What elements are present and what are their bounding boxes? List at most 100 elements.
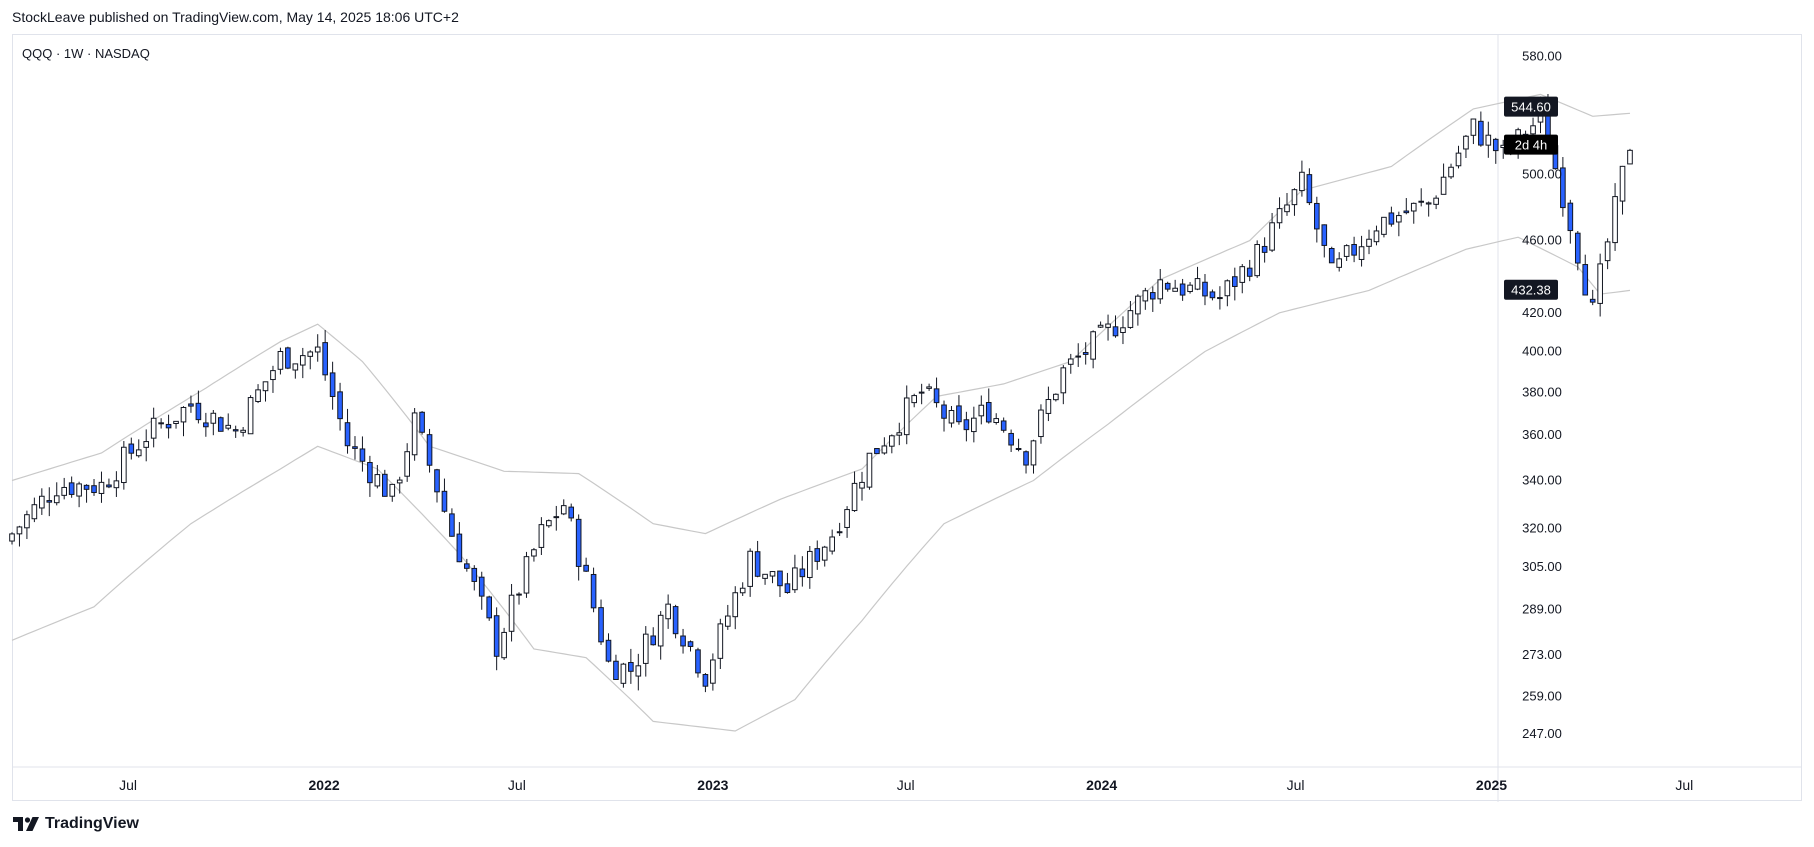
candle[interactable] <box>16 525 23 547</box>
candle[interactable] <box>1299 160 1305 197</box>
candle[interactable] <box>829 529 835 555</box>
candle[interactable] <box>1090 330 1096 369</box>
candle[interactable] <box>128 437 135 460</box>
candle[interactable] <box>1217 286 1223 310</box>
candle[interactable] <box>874 448 880 455</box>
candle[interactable] <box>1276 197 1283 229</box>
candle[interactable] <box>1291 188 1298 216</box>
candle[interactable] <box>344 408 351 454</box>
candle[interactable] <box>1008 429 1014 453</box>
candle[interactable] <box>478 571 485 610</box>
candle[interactable] <box>1045 386 1052 422</box>
candle[interactable] <box>1448 163 1454 179</box>
candle[interactable] <box>1284 193 1290 216</box>
candle[interactable] <box>933 377 940 408</box>
candle[interactable] <box>374 464 381 489</box>
candle[interactable] <box>1627 148 1633 165</box>
candle[interactable] <box>225 413 232 431</box>
candle[interactable] <box>195 390 202 424</box>
candle[interactable] <box>1403 198 1410 215</box>
tradingview-logo[interactable]: TradingView <box>13 815 139 833</box>
candle[interactable] <box>411 408 418 461</box>
candle[interactable] <box>948 406 955 428</box>
candle[interactable] <box>784 572 791 594</box>
candle[interactable] <box>404 443 410 482</box>
candle[interactable] <box>299 347 306 379</box>
candle[interactable] <box>486 595 493 621</box>
candle[interactable] <box>814 540 821 570</box>
candle[interactable] <box>91 479 97 496</box>
candle[interactable] <box>1038 404 1044 444</box>
candle[interactable] <box>1314 196 1320 243</box>
candle[interactable] <box>359 436 366 472</box>
candle[interactable] <box>1135 294 1141 326</box>
candle[interactable] <box>1142 287 1149 310</box>
candle[interactable] <box>702 673 709 693</box>
candle[interactable] <box>821 545 828 567</box>
candle[interactable] <box>538 517 545 555</box>
candle[interactable] <box>508 583 515 642</box>
candle[interactable] <box>881 437 888 455</box>
candle[interactable] <box>769 571 776 584</box>
candle[interactable] <box>1373 225 1380 246</box>
candle[interactable] <box>1463 134 1469 158</box>
candle[interactable] <box>9 532 15 545</box>
candle[interactable] <box>590 567 597 613</box>
candle[interactable] <box>307 350 314 370</box>
candle[interactable] <box>464 558 470 572</box>
candle[interactable] <box>531 547 537 562</box>
candle[interactable] <box>1164 281 1171 292</box>
candle[interactable] <box>553 505 560 531</box>
candle[interactable] <box>1440 163 1447 195</box>
candle[interactable] <box>903 385 910 445</box>
candle[interactable] <box>396 476 403 494</box>
candle[interactable] <box>1366 229 1372 255</box>
candle[interactable] <box>762 573 768 585</box>
candle[interactable] <box>1418 188 1425 207</box>
candle[interactable] <box>926 383 932 391</box>
candle[interactable] <box>866 452 873 490</box>
candle[interactable] <box>240 427 246 437</box>
candle[interactable] <box>1492 137 1499 164</box>
candle[interactable] <box>754 540 761 578</box>
candle[interactable] <box>1246 259 1253 282</box>
candle[interactable] <box>232 425 239 438</box>
candle[interactable] <box>650 627 657 646</box>
candle[interactable] <box>456 522 463 563</box>
candle[interactable] <box>546 519 552 528</box>
candle[interactable] <box>270 365 276 393</box>
candle[interactable] <box>1269 212 1275 253</box>
candle[interactable] <box>1485 121 1492 158</box>
candle[interactable] <box>217 416 224 432</box>
candle[interactable] <box>844 506 850 538</box>
candle[interactable] <box>1067 353 1074 374</box>
candle[interactable] <box>1239 264 1246 294</box>
candle[interactable] <box>1425 201 1432 217</box>
candle[interactable] <box>1574 231 1581 271</box>
candle[interactable] <box>620 662 627 688</box>
candle[interactable] <box>583 557 589 572</box>
candle[interactable] <box>352 436 358 460</box>
candle[interactable] <box>203 412 209 437</box>
candle[interactable] <box>1410 202 1417 224</box>
candle[interactable] <box>367 455 373 497</box>
candle[interactable] <box>516 592 522 605</box>
candle[interactable] <box>121 441 127 490</box>
candle[interactable] <box>560 499 567 516</box>
candle[interactable] <box>68 476 75 498</box>
candle[interactable] <box>255 384 261 404</box>
candle[interactable] <box>605 633 612 663</box>
candle[interactable] <box>493 607 500 671</box>
candle[interactable] <box>687 640 694 652</box>
candle[interactable] <box>1172 279 1178 292</box>
candle[interactable] <box>1612 183 1618 251</box>
candle[interactable] <box>806 545 813 589</box>
candle[interactable] <box>337 382 343 431</box>
candle[interactable] <box>1082 342 1089 365</box>
candle[interactable] <box>724 604 731 630</box>
candle[interactable] <box>285 346 291 370</box>
candle[interactable] <box>635 653 642 691</box>
candle[interactable] <box>657 611 664 660</box>
candle[interactable] <box>1597 253 1603 317</box>
